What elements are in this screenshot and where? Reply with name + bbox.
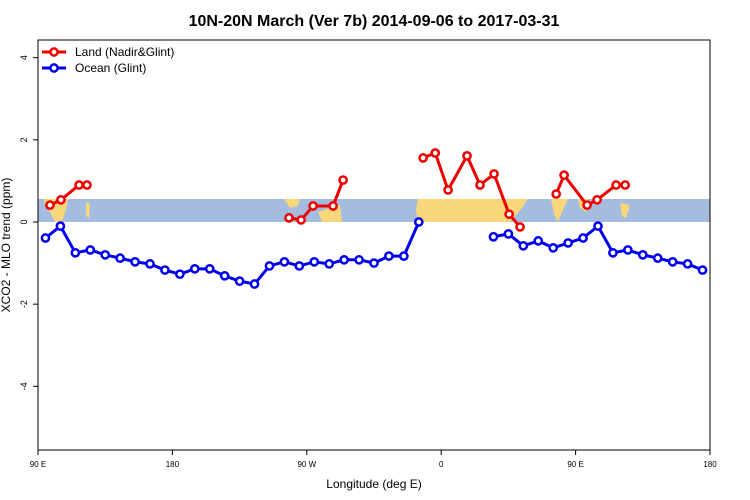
land-shape — [86, 202, 90, 218]
data-point — [219, 270, 230, 281]
data-point — [284, 213, 294, 223]
data-point — [592, 194, 602, 205]
data-point — [475, 180, 485, 190]
data-point — [339, 254, 349, 265]
data-point — [115, 253, 125, 263]
data-point — [462, 151, 472, 161]
data-point — [430, 148, 441, 158]
legend-label: Land (Nadir&Glint) — [75, 45, 174, 59]
y-tick-label: -2 — [19, 300, 29, 308]
data-point — [70, 247, 81, 258]
data-point — [145, 259, 155, 269]
data-point — [488, 231, 499, 242]
data-point — [82, 180, 92, 190]
y-tick-label: 0 — [19, 219, 29, 224]
x-tick-label: 90 E — [30, 460, 46, 469]
data-point — [518, 240, 529, 251]
data-point — [559, 170, 569, 181]
data-point — [369, 258, 379, 268]
data-point — [443, 185, 453, 195]
data-point — [308, 201, 318, 211]
legend-marker — [49, 63, 59, 73]
data-point — [548, 243, 559, 253]
legend-marker — [49, 47, 59, 57]
y-tick-label: 2 — [19, 137, 29, 142]
data-point — [74, 180, 84, 190]
data-point — [354, 254, 364, 265]
data-point — [620, 180, 631, 190]
data-point — [45, 200, 55, 211]
data-point — [503, 229, 514, 239]
data-point — [328, 201, 338, 211]
data-point — [652, 253, 663, 263]
plot-frame — [37, 39, 711, 451]
data-point — [204, 263, 215, 274]
data-point — [264, 261, 275, 271]
data-point — [56, 194, 66, 205]
data-point — [324, 259, 335, 269]
data-point — [623, 245, 633, 255]
data-point — [413, 217, 424, 227]
data-point — [249, 279, 260, 289]
data-point — [234, 276, 245, 287]
data-point — [697, 265, 708, 275]
data-point — [189, 263, 200, 274]
y-tick-label: -4 — [19, 382, 29, 390]
data-point — [100, 250, 111, 260]
data-point — [667, 256, 678, 267]
data-point — [399, 251, 409, 261]
data-point — [608, 247, 618, 258]
data-point — [130, 256, 140, 267]
data-point — [611, 180, 621, 190]
data-point — [593, 221, 603, 231]
data-point — [551, 189, 562, 199]
land-shape — [284, 199, 300, 208]
data-point — [384, 251, 394, 261]
x-tick-label: 180 — [166, 460, 180, 469]
data-point — [418, 153, 428, 163]
data-point — [175, 269, 185, 280]
land-shape — [551, 199, 568, 222]
data-point — [85, 245, 96, 255]
x-tick-label: 90 W — [297, 460, 316, 469]
data-point — [515, 222, 525, 232]
data-point — [637, 250, 648, 260]
chart-title: 10N-20N March (Ver 7b) 2014-09-06 to 201… — [189, 13, 560, 30]
data-point — [296, 215, 306, 225]
x-tick-label: 180 — [703, 460, 717, 469]
legend-label: Ocean (Glint) — [75, 61, 146, 75]
data-point — [160, 265, 170, 275]
data-point — [489, 169, 499, 179]
data-point — [338, 175, 348, 185]
data-point — [533, 236, 544, 246]
y-tick-label: 4 — [19, 55, 29, 60]
data-point — [309, 256, 320, 267]
series-line — [422, 150, 522, 228]
land-shape — [620, 203, 630, 218]
data-point — [55, 221, 66, 231]
x-tick-label: 0 — [439, 460, 444, 469]
data-point — [563, 238, 573, 248]
data-point — [504, 209, 514, 220]
data-point — [294, 261, 305, 271]
data-point — [40, 233, 51, 243]
data-point — [582, 200, 592, 211]
y-axis-label: XCO2 - MLO trend (ppm) — [0, 178, 13, 313]
data-point — [682, 259, 693, 269]
map-strip — [38, 199, 710, 222]
land-shape — [416, 199, 528, 222]
x-axis-label: Longitude (deg E) — [326, 477, 421, 491]
ocean-strip — [38, 199, 710, 222]
x-tick-label: 90 E — [567, 460, 583, 469]
data-point — [578, 233, 588, 243]
data-point — [279, 256, 290, 267]
